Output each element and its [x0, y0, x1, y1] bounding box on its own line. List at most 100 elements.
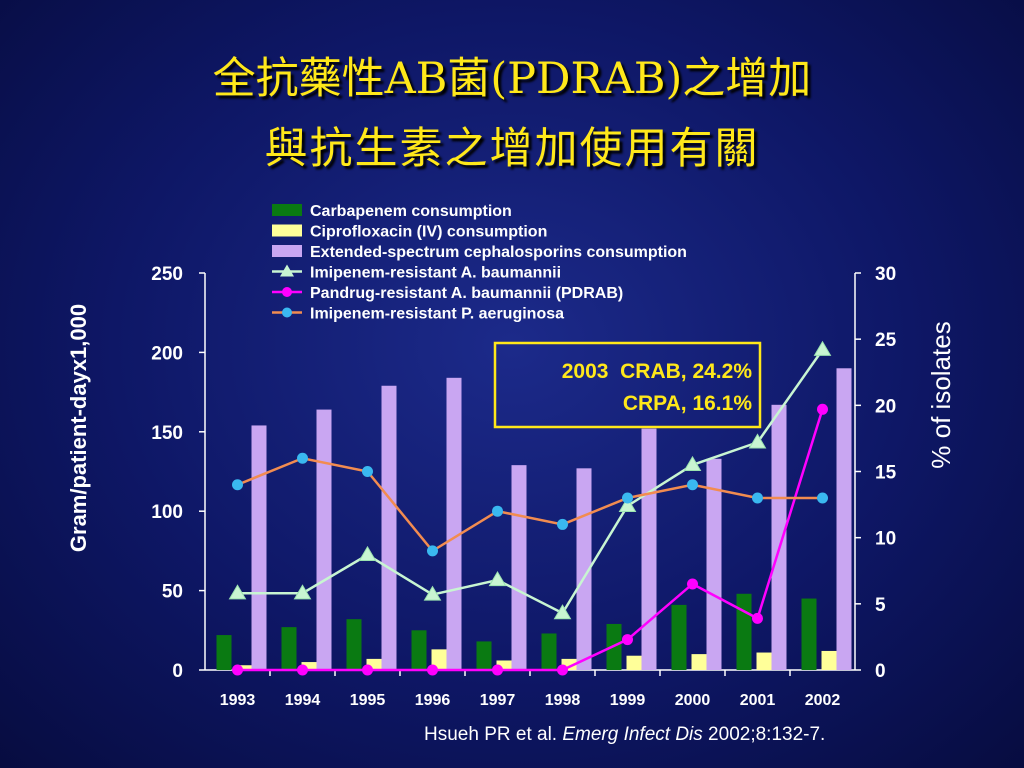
bar-0-1997 [476, 641, 492, 670]
circle-marker [622, 492, 633, 504]
x-tick-label: 1994 [285, 692, 321, 709]
bar-2-1998 [576, 468, 592, 670]
bar-1-1994 [301, 662, 317, 670]
x-tick-label: 1997 [480, 692, 516, 709]
citation-ref: 2002;8:132-7. [702, 724, 826, 745]
bar-2-1997 [511, 465, 527, 670]
bar-1-1993 [236, 665, 252, 670]
circle-marker [622, 634, 633, 646]
bar-2-1994 [316, 409, 332, 670]
legend-swatch [272, 224, 302, 237]
bar-1-1996 [431, 649, 447, 670]
citation: Hsueh PR et al. Emerg Infect Dis 2002;8:… [424, 724, 825, 746]
triangle-marker [228, 584, 247, 600]
annotation-box [493, 341, 762, 429]
annotation-line1: 2003 CRAB, 24.2% [562, 360, 753, 383]
circle-marker [687, 578, 698, 590]
triangle-marker [423, 585, 442, 601]
line-series-0 [237, 349, 824, 615]
circle-marker [557, 518, 568, 530]
bar-2-1999 [641, 428, 657, 670]
x-tick-label: 1999 [610, 692, 646, 709]
circle-marker [492, 664, 503, 676]
legend-label: Pandrug-resistant A. baumannii (PDRAB) [310, 285, 623, 302]
x-tick-label: 1995 [350, 692, 386, 709]
left-tick-label: 250 [151, 264, 183, 285]
circle-marker [687, 479, 698, 491]
circle-marker [817, 403, 828, 415]
legend-circle-marker [282, 287, 292, 297]
left-tick-label: 200 [151, 343, 183, 364]
bar-0-1998 [541, 633, 557, 670]
bar-2-2001 [771, 404, 787, 670]
circle-marker [427, 664, 438, 676]
bar-2-2002 [836, 368, 852, 670]
circle-marker [752, 492, 763, 504]
triangle-marker [683, 455, 702, 471]
right-tick-label: 10 [875, 529, 896, 550]
bar-1-1999 [626, 655, 642, 670]
triangle-marker [748, 433, 767, 449]
legend-triangle-marker [280, 264, 294, 277]
legend-label: Extended-spectrum cephalosporins consump… [310, 244, 687, 261]
line-series-2 [237, 456, 823, 553]
right-axis-title: % of isolates [926, 321, 956, 468]
annotation-line2: CRPA, 16.1% [623, 392, 752, 415]
bar-2-1996 [446, 377, 462, 670]
right-tick-label: 0 [875, 661, 886, 682]
right-tick-label: 20 [875, 396, 896, 417]
circle-marker [232, 664, 243, 676]
triangle-marker [553, 604, 572, 620]
right-tick-label: 15 [875, 463, 897, 484]
left-tick-label: 100 [151, 502, 183, 523]
circle-marker [297, 664, 308, 676]
right-tick-label: 30 [875, 264, 896, 285]
circle-marker [362, 466, 373, 477]
triangle-marker [618, 496, 637, 513]
legend-swatch [272, 245, 302, 257]
triangle-marker [358, 545, 377, 561]
bar-2-1993 [251, 425, 267, 670]
left-tick-label: 150 [151, 423, 183, 444]
x-tick-label: 1996 [415, 692, 451, 709]
circle-marker [817, 492, 828, 504]
bar-0-2001 [736, 593, 752, 670]
line-series-1 [237, 408, 824, 672]
x-tick-label: 2000 [675, 692, 711, 709]
circle-marker [492, 505, 503, 517]
circle-marker [362, 664, 373, 676]
triangle-marker [488, 571, 507, 587]
x-tick-label: 1998 [545, 692, 581, 709]
triangle-marker [813, 340, 832, 356]
right-tick-label: 5 [875, 595, 886, 616]
bar-1-2002 [821, 650, 837, 670]
legend-label: Carbapenem consumption [310, 203, 512, 220]
legend-label: Imipenem-resistant P. aeruginosa [310, 306, 564, 323]
x-tick-label: 1993 [220, 692, 256, 709]
bar-1-2001 [756, 652, 772, 670]
circle-marker [297, 452, 308, 464]
bar-0-1996 [411, 630, 427, 670]
legend-circle-marker [282, 307, 292, 318]
legend-label: Ciprofloxacin (IV) consumption [310, 224, 547, 241]
circle-marker [557, 664, 568, 676]
left-axis-title: Gram/patient-dayx1,000 [66, 304, 91, 552]
bar-2-2000 [706, 458, 722, 670]
circle-marker [427, 545, 438, 557]
slide-title-line1: 全抗藥性AB菌(PDRAB)之增加 [212, 54, 812, 104]
left-tick-label: 0 [172, 661, 183, 682]
circle-marker [752, 612, 763, 624]
left-tick-label: 50 [162, 582, 183, 603]
bar-1-2000 [691, 654, 707, 670]
x-tick-label: 2001 [740, 692, 776, 709]
bar-0-2000 [671, 604, 687, 670]
x-tick-label: 2002 [805, 692, 841, 709]
bar-0-1993 [216, 635, 232, 670]
circle-marker [232, 479, 243, 491]
bar-0-1995 [346, 619, 362, 670]
citation-authors: Hsueh PR et al. [424, 724, 563, 745]
slide-title-line2: 與抗生素之增加使用有關 [264, 124, 760, 174]
legend-swatch [272, 204, 302, 216]
bar-0-2002 [801, 598, 817, 670]
